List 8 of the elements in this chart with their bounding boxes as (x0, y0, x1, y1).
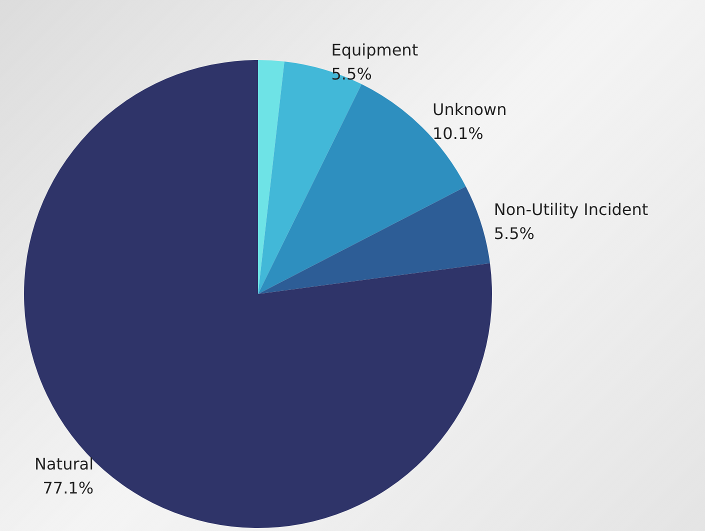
data-label: 10.1% (432, 124, 484, 143)
data-label: 5.5% (331, 64, 372, 84)
data-label: 77.1% (42, 478, 94, 498)
data-label: 5.5% (494, 224, 535, 243)
slice-label: Natural (34, 454, 94, 474)
slice-label: Non-Utility Incident (494, 200, 648, 219)
slice-label: Equipment (331, 40, 418, 60)
slice-label: Unknown (432, 100, 507, 119)
